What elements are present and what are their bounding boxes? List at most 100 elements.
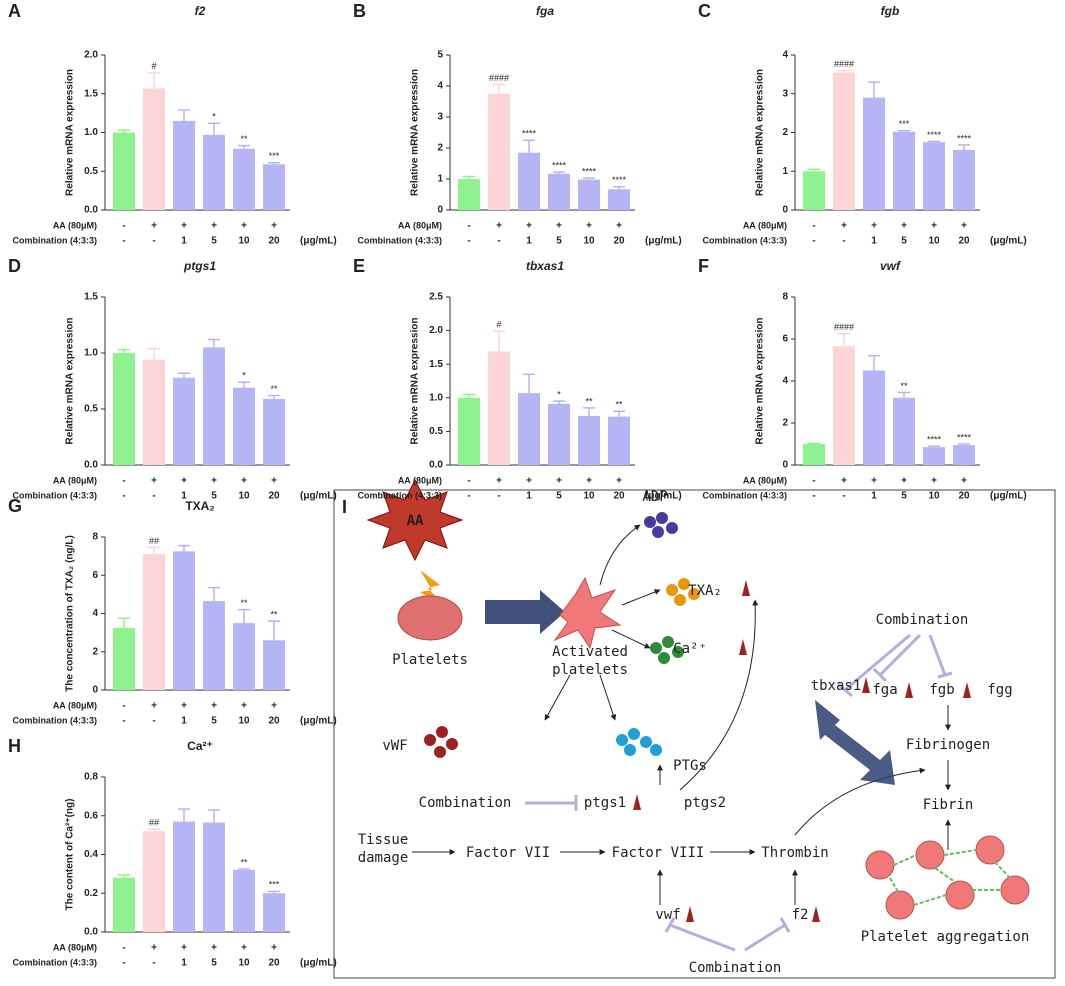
row-value: + (901, 476, 907, 487)
significance: *** (269, 880, 280, 890)
row-value: + (586, 476, 592, 487)
bar (608, 189, 630, 210)
significance: *** (269, 151, 280, 161)
row-value: 1 (871, 491, 877, 502)
diagram-label: ptgs1 (584, 795, 626, 811)
y-axis-label: Relative mRNA expression (65, 318, 76, 445)
error-bar (208, 122, 220, 135)
significance: **** (612, 175, 627, 185)
significance: # (151, 61, 156, 71)
error-bar (493, 83, 505, 94)
error-bar (118, 874, 130, 878)
error-bar (868, 81, 880, 98)
row-value: + (961, 476, 967, 487)
row-value: - (497, 491, 500, 502)
bar (548, 403, 570, 465)
row-value: + (181, 943, 187, 954)
bar (203, 822, 225, 932)
row-value: + (241, 943, 247, 954)
bar (173, 120, 195, 210)
diagram-label: Combination (689, 960, 782, 976)
significance: ** (240, 598, 248, 608)
y-axis-label: The content of Ca²⁺(ng) (65, 799, 76, 911)
significance: ** (270, 610, 278, 620)
row-value: + (241, 476, 247, 487)
bar (893, 397, 915, 465)
row-value: 20 (268, 958, 280, 969)
row-value: + (931, 476, 937, 487)
error-bar (118, 348, 130, 353)
row-value: - (812, 236, 815, 247)
error-bar (118, 129, 130, 133)
y-tick-label: 8 (92, 532, 98, 543)
y-tick-label: 0.0 (84, 927, 98, 938)
significance: ## (149, 818, 159, 828)
row-value: + (241, 221, 247, 232)
row-value: - (122, 236, 125, 247)
diagram-label: ADP (642, 489, 667, 505)
row-label: AA (80μM) (53, 700, 97, 710)
error-bar (928, 445, 940, 448)
error-bar (808, 442, 820, 445)
bar (608, 416, 630, 465)
y-tick-label: 0.6 (84, 810, 98, 821)
row-value: + (616, 221, 622, 232)
y-tick-label: 1.5 (84, 292, 98, 303)
bar (458, 179, 480, 210)
up-arrows (633, 580, 971, 922)
row-value: 5 (556, 236, 562, 247)
ptgs-dots (616, 728, 662, 756)
row-value: 1 (526, 491, 532, 502)
bar (263, 893, 285, 932)
bar (488, 351, 510, 465)
row-value: - (152, 958, 155, 969)
error-bar (148, 347, 160, 360)
row-label: Combination (4:3:3) (358, 235, 443, 245)
unit-label: (μg/mL) (990, 236, 1027, 247)
row-value: + (841, 476, 847, 487)
y-axis-label: Relative mRNA expression (65, 69, 76, 196)
error-bar (118, 617, 130, 628)
row-value: 10 (583, 491, 595, 502)
y-tick-label: 2.0 (84, 50, 98, 61)
row-value: 10 (238, 958, 250, 969)
error-bar (208, 586, 220, 602)
bar (203, 347, 225, 465)
row-value: 20 (958, 491, 970, 502)
row-value: + (556, 476, 562, 487)
row-value: + (271, 221, 277, 232)
diagram-label: fgb (929, 682, 954, 698)
row-value: - (122, 943, 125, 954)
bar (803, 171, 825, 210)
y-tick-label: 1.0 (429, 392, 443, 403)
row-label: Combination (4:3:3) (703, 235, 788, 245)
row-value: 1 (181, 958, 187, 969)
error-bar (958, 443, 970, 446)
significance: # (496, 320, 501, 330)
error-bar (463, 393, 475, 398)
row-value: - (122, 221, 125, 232)
diagram-label: TXA₂ (688, 583, 722, 599)
activated-platelet-icon (553, 576, 622, 650)
error-bar (583, 177, 595, 180)
significance: **** (957, 432, 972, 442)
chart-title: fga (536, 4, 554, 18)
y-tick-label: 2 (437, 143, 443, 154)
error-bar (463, 175, 475, 179)
row-value: 10 (583, 236, 595, 247)
error-bar (178, 808, 190, 822)
row-value: + (496, 476, 502, 487)
row-value: - (122, 701, 125, 712)
y-tick-label: 0.5 (84, 404, 98, 415)
significance: * (242, 370, 246, 380)
bar (233, 623, 255, 690)
unit-label: (μg/mL) (990, 491, 1027, 502)
significance: *** (899, 119, 910, 129)
row-label: AA (80μM) (743, 475, 787, 485)
error-bar (898, 391, 910, 398)
significance: **** (582, 166, 597, 176)
bar (233, 387, 255, 465)
error-bar (868, 355, 880, 371)
row-value: 10 (928, 491, 940, 502)
row-value: + (181, 701, 187, 712)
